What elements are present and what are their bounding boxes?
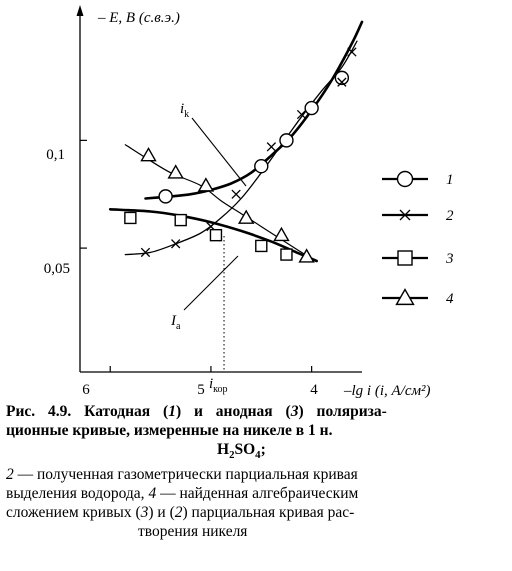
point-2-1 xyxy=(171,239,181,249)
point-4-1 xyxy=(167,164,184,179)
legend-label-3: 3 xyxy=(445,251,454,267)
x-axis-label: –lg i (i, А/см²) xyxy=(343,383,431,399)
point-3-4 xyxy=(280,248,293,261)
point-2-5 xyxy=(296,109,307,120)
ia-leader xyxy=(183,255,239,311)
point-3-0 xyxy=(124,211,137,225)
x-tick-label-4: 4 xyxy=(310,382,318,398)
legend-marker-3 xyxy=(397,250,413,266)
point-4-0 xyxy=(140,147,157,162)
legend-label-2: 2 xyxy=(446,208,454,224)
tick-marks xyxy=(80,139,313,372)
tick-labels: 6 5 4 0,1 0,05 xyxy=(44,147,319,398)
point-2-0 xyxy=(140,247,151,258)
point-2-4 xyxy=(266,142,277,152)
legend: 1 2 3 4 xyxy=(382,170,454,307)
legend-label-1: 1 xyxy=(446,172,454,188)
point-1-4 xyxy=(334,70,350,86)
polarization-chart: 6 5 4 0,1 0,05 – E, В (с.в.э.) –lg i (i,… xyxy=(44,5,454,399)
point-1-2 xyxy=(279,133,294,148)
x-tick-label-6: 6 xyxy=(82,382,90,398)
point-3-1 xyxy=(174,213,187,227)
axes xyxy=(76,5,362,373)
curve-4 xyxy=(124,144,318,262)
figure-caption: Рис. 4.9. Катодная (1) и анодная (3) пол… xyxy=(6,402,506,541)
ia-label: Ia xyxy=(170,313,181,332)
caption-line-4: 2 — полученная газометрически парциальна… xyxy=(6,466,358,484)
curve-3 xyxy=(108,208,318,263)
y-tick-label-0-1: 0,1 xyxy=(46,147,65,163)
point-4-5 xyxy=(298,248,315,263)
point-3-2 xyxy=(209,228,223,242)
point-2-6 xyxy=(337,77,347,87)
ik-leader xyxy=(191,117,247,187)
ikor-label: iкор xyxy=(209,376,228,395)
point-2-7 xyxy=(347,47,357,57)
y-axis-arrow xyxy=(76,5,84,16)
point-1-3 xyxy=(304,100,319,116)
point-4-3 xyxy=(237,209,255,224)
caption-line-3: H2SO4; xyxy=(217,441,266,462)
point-4-2 xyxy=(197,177,215,192)
legend-label-4: 4 xyxy=(446,291,454,307)
point-1-0 xyxy=(158,189,173,204)
curve-2 xyxy=(124,40,358,256)
markers xyxy=(124,47,357,263)
caption-line-6: сложением кривых (3) и (2) парциальная к… xyxy=(6,504,355,522)
point-3-3 xyxy=(255,239,268,253)
x-tick-label-5: 5 xyxy=(197,382,205,398)
curves xyxy=(108,20,364,263)
y-tick-label-0-05: 0,05 xyxy=(44,261,70,277)
point-1-1 xyxy=(254,159,269,174)
legend-marker-1 xyxy=(396,170,414,188)
caption-line-1: Рис. 4.9. Катодная (1) и анодная (3) пол… xyxy=(6,403,387,420)
ik-label: ik xyxy=(180,101,189,120)
legend-marker-4 xyxy=(395,288,415,306)
caption-line-5: выделения водорода, 4 — найденная алгебр… xyxy=(6,485,359,503)
caption-line-7: творения никеля xyxy=(138,523,248,541)
legend-marker-2 xyxy=(399,209,411,221)
point-4-4 xyxy=(273,226,290,242)
caption-line-2: ционные кривые, измеренные на никеле в 1… xyxy=(6,422,333,439)
point-2-3 xyxy=(231,189,241,199)
y-axis-label: – E, В (с.в.э.) xyxy=(97,10,180,26)
annotations: ik Ia iкор xyxy=(170,101,247,395)
